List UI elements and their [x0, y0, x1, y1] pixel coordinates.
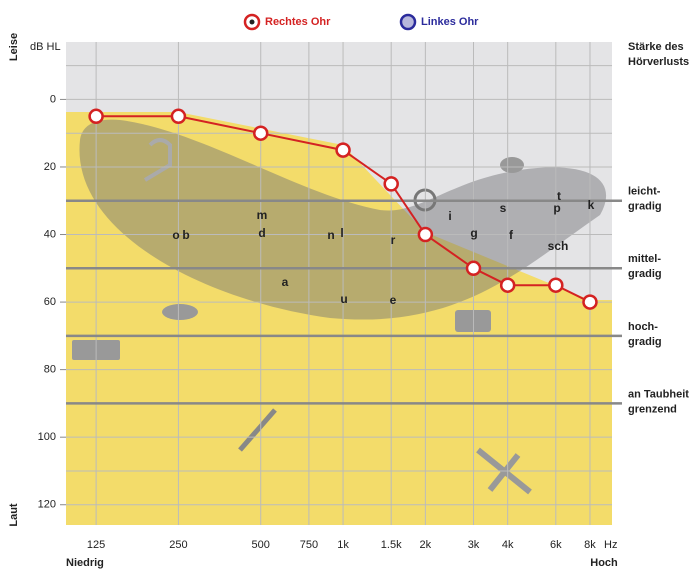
phoneme-label: a — [282, 275, 289, 289]
y-tick-label: 20 — [44, 161, 56, 173]
normal-hearing-area — [66, 42, 612, 300]
severity-label: mittel- — [628, 253, 661, 265]
phoneme-label: l — [340, 226, 343, 240]
right-title: Hörverlusts — [628, 56, 689, 68]
phoneme-label: g — [470, 226, 477, 240]
data-point — [170, 108, 187, 125]
data-point — [499, 277, 516, 293]
data-point — [548, 277, 564, 293]
phoneme-label: n — [327, 228, 334, 242]
y-axis-label: dB HL — [30, 41, 61, 53]
x-unit: Hz — [604, 539, 617, 551]
y-tick-label: 120 — [38, 499, 56, 511]
x-tick-label: 750 — [300, 539, 318, 551]
right-title: Stärke des — [628, 41, 684, 53]
phone-icon — [455, 310, 491, 332]
x-tick-label: 500 — [252, 539, 270, 551]
phoneme-label: e — [390, 293, 397, 307]
phoneme-label: i — [448, 209, 451, 223]
faucet-icon — [143, 138, 172, 182]
data-point — [465, 260, 482, 277]
phoneme-label: sch — [548, 239, 569, 253]
severity-label: gradig — [628, 268, 662, 280]
data-point — [417, 226, 434, 243]
legend-label: Linkes Ohr — [421, 16, 479, 28]
phoneme-label: k — [588, 198, 595, 212]
x-tick-label: 250 — [169, 539, 187, 551]
phoneme-label: p — [553, 201, 560, 215]
data-point — [335, 142, 351, 158]
phoneme-label: o — [172, 228, 179, 242]
x-tick-label: 4k — [502, 539, 514, 551]
x-left-label: Niedrig — [66, 557, 104, 569]
severity-label: leicht- — [628, 186, 661, 198]
data-point — [88, 108, 104, 125]
phoneme-label: s — [500, 201, 507, 215]
phoneme-label: f — [509, 228, 514, 242]
severity-label: gradig — [628, 336, 662, 348]
bird-icon — [500, 157, 524, 173]
data-point — [252, 125, 269, 141]
data-point — [582, 294, 598, 310]
legend-marker-dot — [249, 19, 255, 25]
phoneme-label: r — [391, 233, 396, 247]
x-right-label: Hoch — [590, 557, 618, 569]
x-tick-label: 6k — [550, 539, 562, 551]
y-top-label: Leise — [8, 33, 20, 61]
legend-marker — [399, 13, 417, 31]
x-tick-label: 3k — [468, 539, 480, 551]
dog-icon — [162, 304, 198, 320]
phoneme-label: t — [557, 189, 561, 203]
y-tick-label: 80 — [44, 364, 56, 376]
x-tick-label: 125 — [87, 539, 105, 551]
x-tick-label: 2k — [420, 539, 432, 551]
phoneme-label: b — [182, 228, 189, 242]
severity-label: grenzend — [628, 403, 677, 415]
x-tick-label: 1k — [337, 539, 349, 551]
phoneme-label: m — [257, 208, 268, 222]
y-tick-label: 60 — [44, 296, 56, 308]
phoneme-label: u — [340, 292, 347, 306]
y-tick-label: 0 — [50, 93, 56, 105]
x-tick-label: 8k — [584, 539, 596, 551]
phoneme-label: d — [258, 226, 265, 240]
x-tick-label: 1.5k — [381, 539, 402, 551]
legend-label: Rechtes Ohr — [265, 16, 331, 28]
y-bottom-label: Laut — [8, 503, 20, 527]
series-line — [96, 115, 591, 303]
data-point — [383, 176, 399, 192]
severity-label: gradig — [628, 201, 662, 213]
y-tick-label: 40 — [44, 228, 56, 240]
y-tick-label: 100 — [38, 431, 56, 443]
drill-icon — [238, 408, 277, 452]
severity-label: hoch- — [628, 321, 658, 333]
severity-label: an Taubheit — [628, 388, 689, 400]
